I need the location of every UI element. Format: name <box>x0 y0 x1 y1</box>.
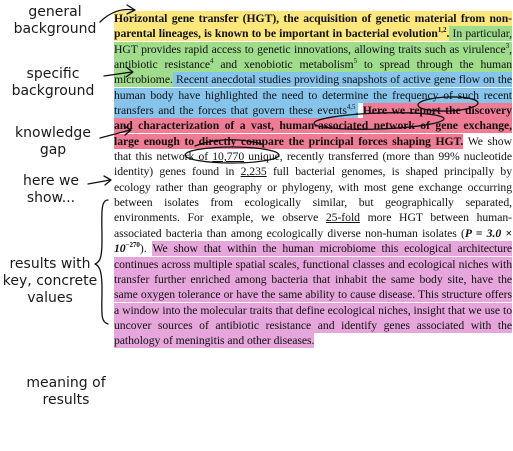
label-meaning-of-results: meaning of results <box>26 375 106 408</box>
results-text: We show that this network of 10,770 uniq… <box>114 134 512 256</box>
label-general-background: general background <box>13 4 97 37</box>
general-background-text: Horizontal gene transfer (HGT), the acqu… <box>114 11 512 42</box>
key-value-gene-count: 10,770 <box>212 150 245 164</box>
abstract-text: Horizontal gene transfer (HGT), the acqu… <box>114 11 512 349</box>
p-value: P = 3.0 × 10 <box>114 226 512 256</box>
label-knowledge-gap: knowledge gap <box>15 125 91 158</box>
label-specific-background: specific background <box>11 66 95 99</box>
arrowhead-here-we-show <box>103 175 112 186</box>
key-value-fold-change: 25-fold <box>325 211 360 225</box>
label-here-we-show: here we show... <box>22 173 80 206</box>
label-results: results with key, concrete values <box>2 256 98 306</box>
key-value-genome-count: 2,235 <box>240 165 267 179</box>
meaning-of-results-text: We show that within the human microbiome… <box>114 241 512 349</box>
arrow-here-we-show <box>87 179 111 185</box>
